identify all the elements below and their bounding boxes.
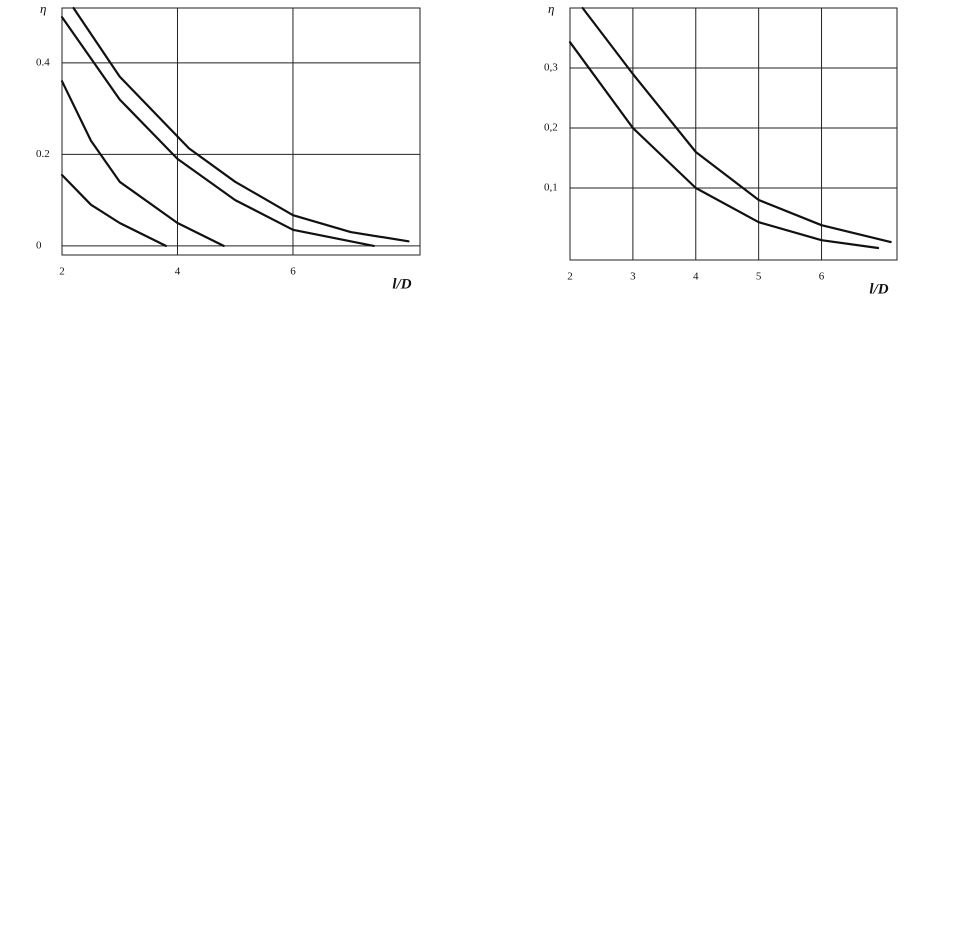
y-tick-label: 0.2 <box>36 148 50 160</box>
curve <box>60 173 167 247</box>
curve <box>581 6 892 244</box>
x-tick-label: 4 <box>693 271 699 283</box>
plot-frame <box>569 7 898 261</box>
x-tick-label: 4 <box>175 266 181 278</box>
y-tick-label: 0,1 <box>544 182 558 194</box>
y-tick-label: 0,2 <box>544 122 558 134</box>
curve <box>60 80 225 247</box>
x-tick-label: 2 <box>59 266 65 278</box>
x-axis-label: l/D <box>869 281 888 297</box>
plot-frame <box>61 7 421 256</box>
y-tick-label: 0,3 <box>544 62 558 74</box>
y-tick-label: 0 <box>36 239 42 251</box>
y-tick-label: 0.4 <box>36 56 50 68</box>
curve <box>72 6 410 243</box>
y-axis-label: η <box>40 1 46 16</box>
x-tick-label: 6 <box>819 271 825 283</box>
x-tick-label: 6 <box>290 266 296 278</box>
x-axis-label: l/D <box>392 276 411 292</box>
curve <box>60 16 375 247</box>
x-tick-label: 3 <box>630 271 636 283</box>
y-axis-label: η <box>548 1 554 16</box>
curve <box>568 41 880 250</box>
x-tick-label: 2 <box>567 271 573 283</box>
x-tick-label: 5 <box>756 271 762 283</box>
